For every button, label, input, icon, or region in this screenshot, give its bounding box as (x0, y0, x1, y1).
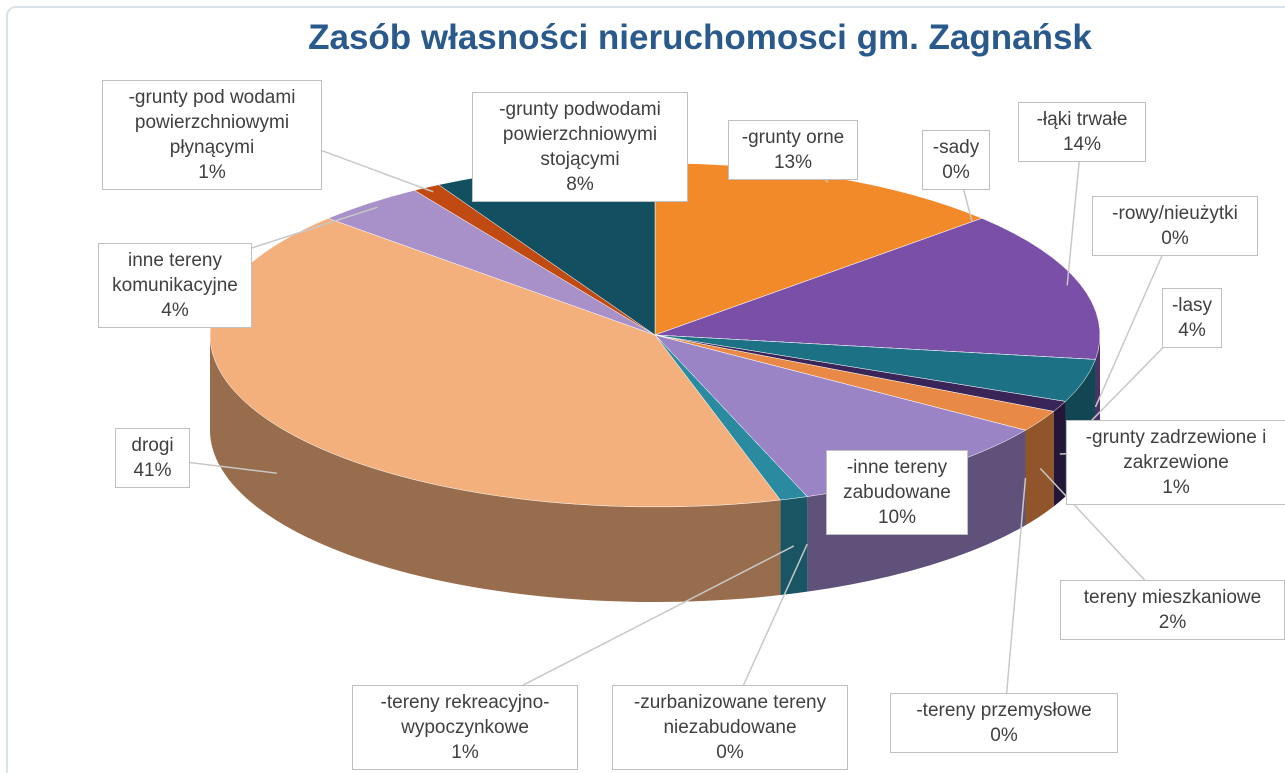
label-value: 4% (161, 300, 189, 321)
data-label: -grunty podwodami powierzchniowymi stoją… (472, 92, 688, 202)
label-value: 41% (133, 460, 172, 481)
data-label: inne tereny komunikacyjne 4% (98, 243, 252, 328)
label-value: 4% (1178, 320, 1206, 341)
label-value: 0% (716, 742, 744, 763)
leader-line (1003, 477, 1027, 724)
label-category: -lasy (1171, 295, 1213, 316)
label-value: 8% (566, 174, 594, 195)
label-category: -łąki trwałe (1036, 109, 1128, 130)
slice-side-shade (210, 335, 781, 602)
data-label: drogi 41% (115, 428, 190, 488)
data-label: -łąki trwałe 14% (1018, 102, 1146, 162)
label-category: -grunty podwodami powierzchniowymi stoją… (499, 99, 661, 170)
slice-side-shade (1025, 411, 1054, 526)
label-category: -grunty pod wodami powierzchniowymi płyn… (128, 87, 296, 158)
label-category: drogi (131, 435, 174, 456)
frame (6, 6, 1285, 773)
data-label: -sady 0% (922, 130, 990, 190)
slice-side (1025, 411, 1054, 526)
label-value: 13% (773, 152, 813, 173)
data-label: tereny mieszkaniowe 2% (1060, 580, 1285, 640)
chart-title: Zasób własności nieruchomosci gm. Zagnań… (308, 18, 1092, 57)
label-category: inne tereny komunikacyjne (112, 250, 238, 296)
label-category: -sady (932, 137, 980, 158)
label-category: tereny mieszkaniowe (1083, 587, 1262, 608)
data-label: -tereny rekreacyjno-wypoczynkowe 1% (352, 685, 578, 770)
label-value: 14% (1062, 134, 1102, 155)
data-label: -tereny przemysłowe 0% (890, 693, 1118, 753)
label-value: 2% (1158, 612, 1187, 633)
data-label: -lasy 4% (1162, 288, 1222, 348)
label-category: -grunty orne (741, 127, 845, 148)
label-category: -tereny rekreacyjno-wypoczynkowe (380, 692, 550, 738)
label-category: -grunty zadrzewione i zakrzewione (1085, 427, 1267, 473)
data-label: -inne tereny zabudowane 10% (826, 450, 968, 535)
data-label: -zurbanizowane tereny niezabudowane 0% (612, 685, 848, 770)
label-category: -tereny przemysłowe (916, 700, 1092, 721)
label-value: 1% (451, 742, 479, 763)
label-value: 1% (1162, 477, 1190, 498)
label-category: -inne tereny zabudowane (843, 457, 951, 503)
slice-side-shade (1053, 401, 1066, 507)
label-category: -zurbanizowane tereny niezabudowane (633, 692, 827, 738)
label-category: -rowy/nieużytki (1112, 203, 1238, 224)
data-label: -rowy/nieużytki 0% (1092, 196, 1258, 256)
slice-side (210, 335, 781, 602)
label-value: 0% (942, 162, 970, 183)
label-value: 10% (877, 507, 917, 528)
data-label: -grunty orne 13% (728, 120, 858, 180)
label-value: 0% (1161, 228, 1189, 249)
leader-line (1094, 225, 1176, 408)
label-value: 1% (198, 162, 226, 183)
slice (654, 218, 1101, 360)
data-label: -grunty zadrzewione i zakrzewione 1% (1066, 420, 1285, 505)
label-value: 0% (990, 725, 1018, 746)
slice-side (1053, 401, 1066, 507)
data-label: -grunty pod wodami powierzchniowymi płyn… (102, 80, 322, 190)
